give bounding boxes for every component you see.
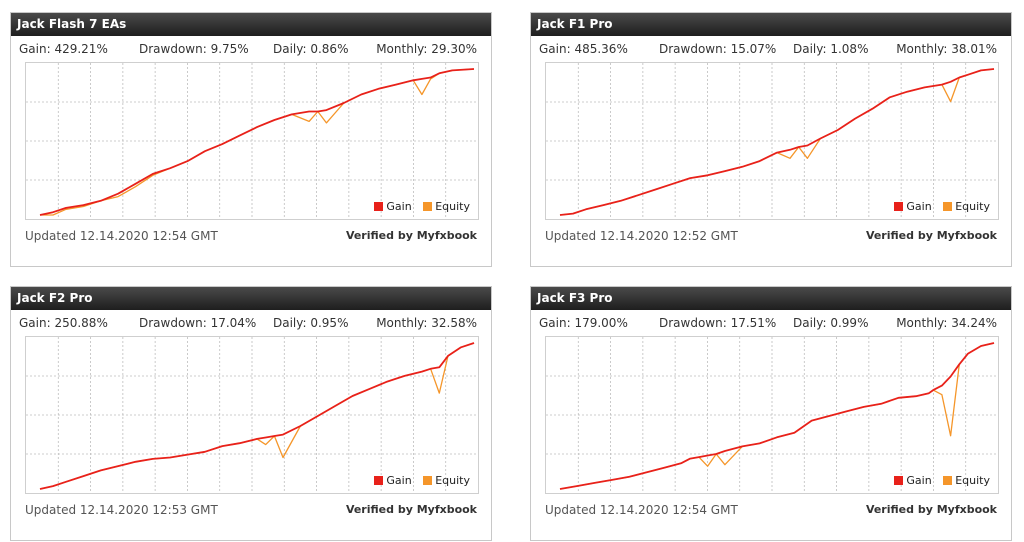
chart-grid — [546, 337, 998, 493]
legend-gain-swatch — [894, 202, 904, 211]
widget-title: Jack F1 Pro — [531, 13, 1011, 36]
stat-drawdown: Drawdown: 15.07% — [659, 42, 777, 56]
equity-series-line — [559, 68, 995, 216]
updated-timestamp: Updated 12.14.2020 12:54 GMT — [25, 229, 218, 243]
widget-title: Jack F3 Pro — [531, 287, 1011, 310]
legend-gain-swatch — [894, 476, 904, 485]
updated-timestamp: Updated 12.14.2020 12:53 GMT — [25, 503, 218, 517]
stat-daily: Daily: 1.08% — [793, 42, 869, 56]
stats-row: Gain: 179.00% Drawdown: 17.51% Daily: 0.… — [531, 310, 1011, 336]
stat-daily: Daily: 0.99% — [793, 316, 869, 330]
widget-title: Jack F2 Pro — [11, 287, 491, 310]
chart-grid — [546, 63, 998, 219]
legend-equity-swatch — [423, 476, 433, 485]
chart-widget-jack-f3-pro: Jack F3 Pro Gain: 179.00% Drawdown: 17.5… — [530, 286, 1012, 541]
updated-timestamp: Updated 12.14.2020 12:52 GMT — [545, 229, 738, 243]
chart-legend: Gain Equity — [886, 474, 990, 487]
growth-chart: Gain Equity — [545, 62, 999, 220]
legend-gain-swatch — [374, 476, 384, 485]
chart-widget-jack-f2-pro: Jack F2 Pro Gain: 250.88% Drawdown: 17.0… — [10, 286, 492, 541]
legend-gain-swatch — [374, 202, 384, 211]
growth-chart-svg — [546, 63, 998, 219]
equity-series-line — [39, 342, 475, 490]
legend-gain-label: Gain — [906, 474, 932, 487]
legend-equity-label: Equity — [955, 200, 990, 213]
chart-grid — [26, 337, 478, 493]
stat-daily: Daily: 0.95% — [273, 316, 349, 330]
growth-chart: Gain Equity — [25, 336, 479, 494]
widget-footer: Updated 12.14.2020 12:54 GMT Verified by… — [531, 499, 1011, 521]
stat-monthly: Monthly: 32.58% — [376, 316, 477, 330]
verified-by-link[interactable]: Verified by Myfxbook — [865, 229, 997, 242]
chart-widget-jack-flash-7-eas: Jack Flash 7 EAs Gain: 429.21% Drawdown:… — [10, 12, 492, 267]
stat-monthly: Monthly: 34.24% — [896, 316, 997, 330]
gain-series-line — [559, 342, 995, 490]
stat-monthly: Monthly: 29.30% — [376, 42, 477, 56]
legend-gain-label: Gain — [386, 474, 412, 487]
growth-chart-svg — [26, 63, 478, 219]
verified-by-link[interactable]: Verified by Myfxbook — [865, 503, 997, 516]
stat-drawdown: Drawdown: 17.04% — [139, 316, 257, 330]
gain-series-line — [39, 342, 475, 490]
chart-widget-jack-f1-pro: Jack F1 Pro Gain: 485.36% Drawdown: 15.0… — [530, 12, 1012, 267]
legend-equity-swatch — [423, 202, 433, 211]
stat-gain: Gain: 485.36% — [539, 42, 628, 56]
widget-footer: Updated 12.14.2020 12:53 GMT Verified by… — [11, 499, 491, 521]
chart-legend: Gain Equity — [886, 200, 990, 213]
stat-daily: Daily: 0.86% — [273, 42, 349, 56]
equity-series-line — [559, 342, 995, 490]
legend-gain-label: Gain — [906, 200, 932, 213]
growth-chart: Gain Equity — [25, 62, 479, 220]
stats-row: Gain: 429.21% Drawdown: 9.75% Daily: 0.8… — [11, 36, 491, 62]
legend-equity-label: Equity — [435, 474, 470, 487]
verified-by-link[interactable]: Verified by Myfxbook — [345, 503, 477, 516]
gain-series-line — [39, 68, 475, 216]
stat-drawdown: Drawdown: 17.51% — [659, 316, 777, 330]
legend-equity-label: Equity — [955, 474, 990, 487]
widget-footer: Updated 12.14.2020 12:54 GMT Verified by… — [11, 225, 491, 247]
chart-legend: Gain Equity — [366, 474, 470, 487]
gain-series-line — [559, 68, 995, 216]
equity-series-line — [40, 68, 475, 216]
growth-chart-svg — [26, 337, 478, 493]
legend-equity-label: Equity — [435, 200, 470, 213]
widget-title: Jack Flash 7 EAs — [11, 13, 491, 36]
stat-monthly: Monthly: 38.01% — [896, 42, 997, 56]
stat-gain: Gain: 429.21% — [19, 42, 108, 56]
growth-chart-svg — [546, 337, 998, 493]
updated-timestamp: Updated 12.14.2020 12:54 GMT — [545, 503, 738, 517]
stat-drawdown: Drawdown: 9.75% — [139, 42, 249, 56]
growth-chart: Gain Equity — [545, 336, 999, 494]
legend-equity-swatch — [943, 476, 953, 485]
legend-gain-label: Gain — [386, 200, 412, 213]
chart-legend: Gain Equity — [366, 200, 470, 213]
widget-footer: Updated 12.14.2020 12:52 GMT Verified by… — [531, 225, 1011, 247]
verified-by-link[interactable]: Verified by Myfxbook — [345, 229, 477, 242]
stats-row: Gain: 250.88% Drawdown: 17.04% Daily: 0.… — [11, 310, 491, 336]
stat-gain: Gain: 250.88% — [19, 316, 108, 330]
chart-grid — [26, 63, 478, 219]
legend-equity-swatch — [943, 202, 953, 211]
stat-gain: Gain: 179.00% — [539, 316, 628, 330]
stats-row: Gain: 485.36% Drawdown: 15.07% Daily: 1.… — [531, 36, 1011, 62]
